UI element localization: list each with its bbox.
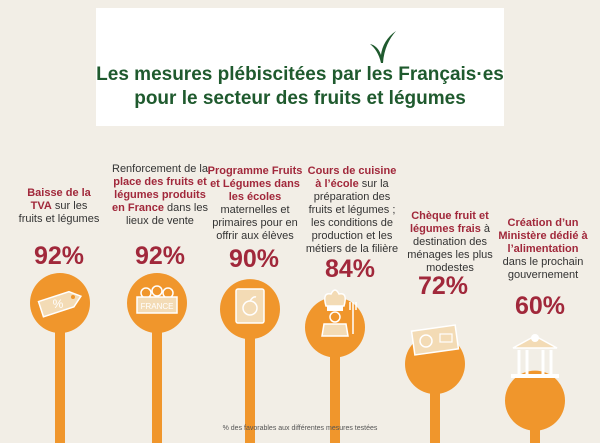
measure-text-5: Chèque fruit et légumes frais à destinat… (404, 210, 496, 275)
price-tag-icon: % (37, 290, 83, 318)
measure-text-segment: Création d’un Ministère dédié à l’alimen… (498, 217, 588, 255)
measure-text-segment: Programme Fruits et Légumes dans les éco… (207, 165, 303, 203)
value-label-5: 72% (417, 272, 469, 300)
ministry-building-icon (511, 334, 559, 378)
lollipop-bar (305, 297, 365, 443)
measure-text-segment: Baisse de la TVA (27, 187, 91, 212)
value-label-1: 92% (33, 242, 85, 270)
measure-text-segment: à destination des ménages les plus modes… (407, 223, 493, 274)
title-line-2: pour le secteur des fruits et légumes (134, 88, 466, 109)
value-label-4: 84% (324, 255, 376, 283)
measure-text-segment: Cours de cuisine à l’école (307, 165, 397, 190)
measure-text-segment: maternelles et primaires pour en offrir … (212, 204, 298, 242)
value-label-2: 92% (134, 242, 186, 270)
measure-text-segment: dans les lieux de vente (126, 202, 208, 227)
crate-label: FRANCE (141, 302, 174, 311)
measure-text-2: Renforcement de la place des fruits et l… (112, 163, 208, 228)
measure-text-segment: Chèque fruit et légumes frais (409, 210, 489, 235)
measure-text-segment: place des fruits et légumes produits en … (112, 176, 207, 214)
lollipop-stick (55, 303, 65, 443)
apple-book-icon (235, 288, 265, 324)
footnote: % des favorables aux différentes mesures… (222, 425, 378, 432)
lollipop-stick (330, 327, 340, 443)
lollipop-stick (430, 364, 440, 443)
measure-text-6: Création d’un Ministère dédié à l’alimen… (498, 217, 588, 282)
chef-icon (321, 289, 357, 337)
lollipop-stick (245, 309, 255, 443)
measure-text-segment: sur les fruits et légumes (18, 200, 100, 225)
measure-text-segment: Renforcement de la (112, 163, 208, 175)
title-box: Les mesures plébiscitées par les Françai… (96, 8, 504, 126)
title-line-1: Les mesures plébiscitées par les Françai… (96, 64, 504, 85)
lollipop-circle (505, 370, 565, 431)
lollipop-stick (152, 303, 162, 443)
measure-text-4: Cours de cuisine à l’école sur la prépar… (304, 165, 400, 256)
tag-label: % (53, 297, 64, 311)
measure-text-segment: dans le prochain gouvernement (502, 256, 584, 281)
measure-text-segment: sur la préparation des fruits et légumes… (305, 178, 399, 255)
leaf-icon (370, 31, 396, 63)
value-label-6: 60% (514, 292, 566, 320)
fruit-cheque-icon (410, 324, 460, 356)
value-label-3: 90% (228, 245, 280, 273)
measure-text-3: Programme Fruits et Légumes dans les éco… (206, 165, 304, 243)
measure-text-1: Baisse de la TVA sur les fruits et légum… (18, 187, 100, 226)
fruit-crate-icon: FRANCE (136, 285, 178, 314)
lollipop-bar (505, 370, 565, 443)
